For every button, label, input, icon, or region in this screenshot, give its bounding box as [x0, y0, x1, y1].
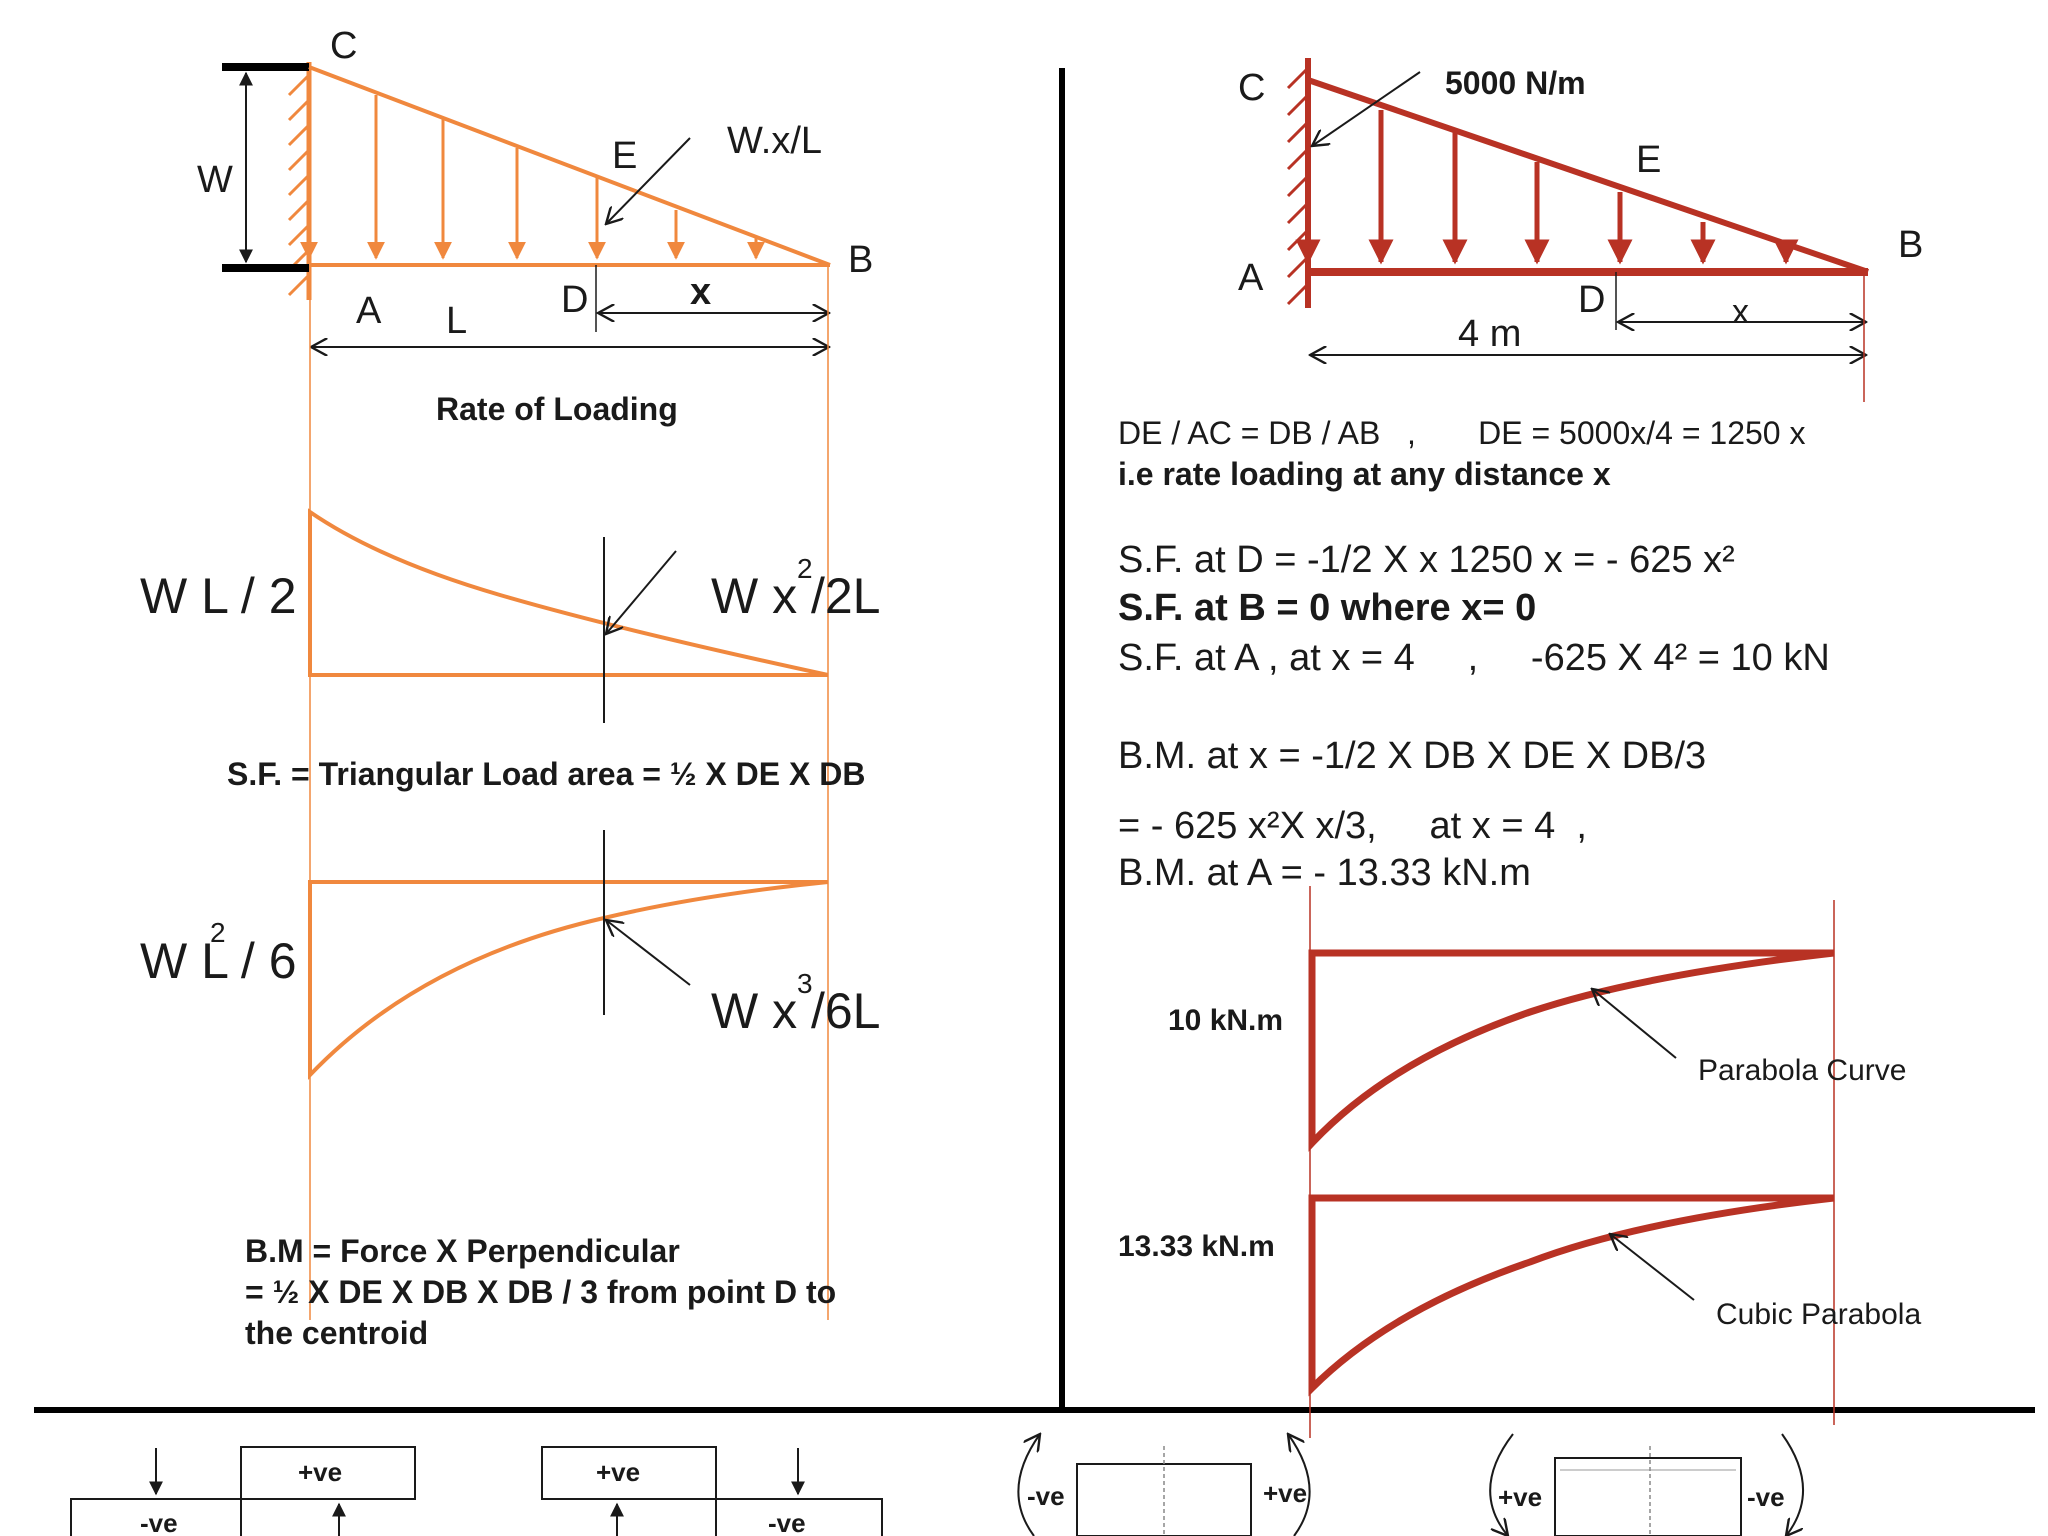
cubic-label: Cubic Parabola	[1716, 1298, 1921, 1331]
left-load-arrows	[300, 75, 765, 260]
bm2-box	[1554, 1457, 1742, 1536]
sf1-pos-label: +ve	[298, 1457, 342, 1487]
parabola-label: Parabola Curve	[1698, 1054, 1906, 1087]
bm-at-a: B.M. at A = - 13.33 kN.m	[1118, 852, 1531, 894]
left-label-l: L	[446, 300, 467, 342]
bm-right-sup: 3	[797, 968, 813, 999]
sf1-pos-box	[240, 1446, 416, 1500]
bm1-pos-label: +ve	[1263, 1478, 1307, 1508]
bm-left-sup: 2	[210, 917, 226, 948]
left-label-a: A	[356, 290, 382, 332]
load-pointer-arrow	[606, 137, 691, 224]
bm-formula-1: B.M = Force X Perpendicular	[245, 1233, 680, 1269]
right-sfd-curve	[1308, 949, 1835, 1152]
right-bmd-curve	[1308, 1194, 1835, 1397]
eq-ratio: DE / AC = DB / AB , DE = 5000x/4 = 1250 …	[1118, 415, 1805, 451]
sf1-neg-label: -ve	[140, 1508, 178, 1536]
bm-formula-3: the centroid	[245, 1315, 428, 1351]
sf-formula: S.F. = Triangular Load area = ½ X DE X D…	[227, 756, 865, 792]
bm1-left-moment-arrow	[1017, 1434, 1040, 1536]
sf-at-b: S.F. at B = 0 where x= 0	[1118, 587, 1536, 629]
left-label-d: D	[561, 279, 588, 321]
sign-convention-row: -ve +ve +ve -ve -ve +ve +ve -ve	[70, 1433, 1805, 1536]
bm-left-label: W L / 6	[140, 933, 297, 989]
left-panel: W C E B A L D x W.x/L Rate o	[140, 25, 880, 1351]
bm-right-label: W x /6L	[711, 983, 880, 1039]
bm-at-x: B.M. at x = -1/2 X DB X DE X DB/3	[1118, 735, 1706, 777]
left-sfd-curve	[308, 508, 829, 677]
right-load-triangle	[1307, 77, 1869, 276]
cubic-pointer	[1610, 1234, 1695, 1301]
right-span-label: 4 m	[1458, 313, 1521, 355]
left-label-b: B	[848, 239, 873, 281]
sf-right-sup: 2	[797, 553, 813, 584]
left-label-x: x	[690, 271, 711, 313]
sf2-neg-label: -ve	[768, 1508, 806, 1536]
sfd-pointer-arrow	[606, 550, 677, 634]
bm2-right-moment-arrow	[1781, 1433, 1805, 1536]
right-label-b: B	[1898, 224, 1923, 266]
right-label-c: C	[1238, 67, 1265, 109]
left-load-label: W.x/L	[727, 120, 822, 162]
right-label-x: x	[1732, 293, 1749, 331]
right-label-d: D	[1578, 279, 1605, 321]
left-label-c: C	[330, 25, 357, 67]
sf-left-label: W L / 2	[140, 568, 297, 624]
left-load-triangle	[308, 65, 831, 267]
bm1-right-moment-arrow	[1288, 1434, 1311, 1536]
left-bmd-curve	[308, 880, 829, 1080]
bm1-neg-label: -ve	[1027, 1481, 1065, 1511]
bm2-pos-label: +ve	[1498, 1482, 1542, 1512]
eq-rate-note: i.e rate loading at any distance x	[1118, 456, 1611, 492]
sf-at-a: S.F. at A , at x = 4 , -625 X 4² = 10 kN	[1118, 637, 1830, 679]
sf1-neg-box	[70, 1498, 242, 1536]
left-label-e: E	[612, 135, 637, 177]
sf2-neg-box	[715, 1498, 883, 1536]
sf2-pos-label: +ve	[596, 1457, 640, 1487]
bm2-neg-label: -ve	[1747, 1482, 1785, 1512]
parabola-pointer	[1592, 989, 1677, 1059]
sfd-value-label: 10 kN.m	[1168, 1004, 1283, 1037]
bmd-pointer-arrow	[606, 920, 691, 986]
bm2-left-moment-arrow	[1489, 1433, 1514, 1536]
bm-formula-2: = ½ X DE X DB X DB / 3 from point D to	[245, 1274, 836, 1310]
sf2-pos-box	[541, 1446, 717, 1500]
right-load-pointer	[1312, 71, 1421, 146]
bmd-value-label: 13.33 kN.m	[1118, 1230, 1275, 1263]
right-wall	[1286, 58, 1311, 308]
rate-of-loading-title: Rate of Loading	[436, 391, 678, 427]
right-label-e: E	[1636, 139, 1661, 181]
right-panel: C A E B D x 5000 N/m 4 m DE / AC = DB / …	[1118, 58, 1923, 1438]
sf-right-label: W x /2L	[711, 568, 880, 624]
bm-equation: = - 625 x²X x/3, at x = 4 ,	[1118, 805, 1587, 847]
sf-at-d: S.F. at D = -1/2 X x 1250 x = - 625 x²	[1118, 539, 1735, 581]
w-label: W	[197, 159, 233, 201]
right-load-label: 5000 N/m	[1445, 65, 1586, 101]
right-load-arrows	[1295, 90, 1799, 265]
right-label-a: A	[1238, 257, 1264, 299]
